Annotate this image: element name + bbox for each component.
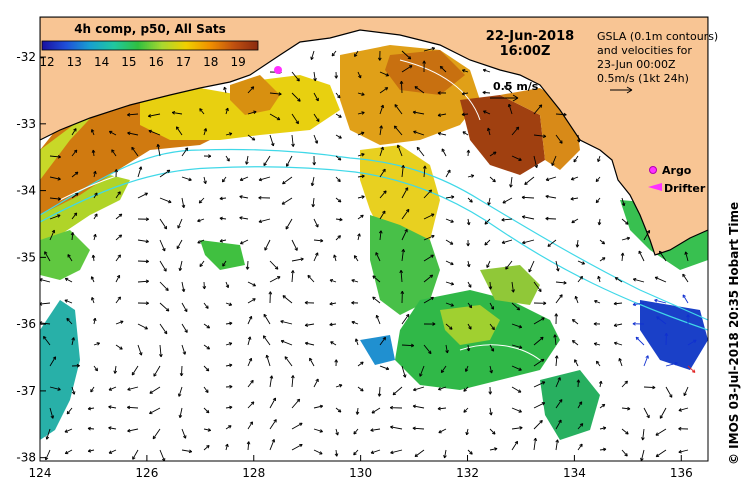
sst-west-cyan (40, 300, 80, 440)
sst-south-lime (440, 305, 500, 345)
y-tick-label: -35 (16, 250, 36, 264)
australia-coastline (40, 17, 708, 256)
map-time: 16:00Z (500, 44, 551, 59)
argo-legend-label: Argo (662, 164, 692, 177)
colorbar-tick-label: 17 (176, 55, 191, 69)
y-tick-label: -36 (16, 317, 36, 331)
plot-frame (39, 16, 709, 462)
sst-central-green (370, 215, 440, 315)
colorbar-tick-label: 13 (67, 55, 82, 69)
sst-south-lime-2 (480, 265, 540, 305)
colorbar-ticks: 12 13 14 15 16 17 18 19 (39, 55, 245, 69)
drifter-legend-label: Drifter (664, 182, 706, 195)
x-tick-label: 136 (670, 466, 693, 480)
colorbar-tick-label: 18 (203, 55, 218, 69)
x-tick-label: 130 (349, 466, 372, 480)
sst-west-green (40, 230, 90, 280)
drifter-legend-icon (648, 183, 662, 191)
colorbar-tick-label: 12 (39, 55, 54, 69)
velocity-arrows (40, 46, 697, 461)
sst-southeast-green (540, 370, 600, 440)
y-tick-label: -34 (16, 184, 36, 198)
sst-central-orange (230, 75, 280, 115)
sst-west-coast-band (40, 108, 100, 180)
x-tick-label: 124 (29, 466, 52, 480)
x-tick-label: 134 (563, 466, 586, 480)
velocity-scale-arrowhead (512, 94, 519, 102)
gsla-note-line-2: and velocities for (597, 44, 692, 57)
argo-legend-icon (649, 166, 657, 174)
gsla-contour-3 (459, 344, 541, 361)
y-tick-label: -33 (16, 117, 36, 131)
isobath-contour-1 (40, 148, 708, 321)
sst-southeast-brown (460, 95, 545, 175)
gsla-note-line-4: 0.5m/s (1kt 24h) (597, 72, 689, 85)
map-title: 4h comp, p50, All Sats (74, 22, 226, 36)
colorbar-tick-label: 15 (121, 55, 136, 69)
sst-patches (40, 45, 708, 440)
colorbar-tick-label: 14 (94, 55, 109, 69)
gsla-contour-2 (399, 59, 481, 121)
colorbar-tick-label: 16 (149, 55, 164, 69)
velocity-reference-arrowhead-note (626, 86, 633, 94)
x-tick-label: 126 (135, 466, 158, 480)
imos-credit: © IMOS 03-Jul-2018 20:35 Hobart Time (727, 202, 741, 465)
colorbar (41, 40, 259, 51)
gsla-note-line-3: 23-Jun 00:00Z (597, 58, 676, 71)
velocity-scale-label: 0.5 m/s (493, 80, 539, 93)
x-axis: 124 126 128 130 132 134 136 (29, 455, 693, 480)
y-axis: -32 -33 -34 -35 -36 -37 -38 (16, 50, 46, 465)
sst-scatter-2 (360, 335, 395, 365)
map-date: 22-Jun-2018 (486, 29, 574, 44)
y-tick-label: -38 (16, 451, 36, 465)
gsla-note-line-1: GSLA (0.1m contours) (597, 30, 718, 43)
x-tick-label: 132 (456, 466, 479, 480)
y-tick-label: -37 (16, 384, 36, 398)
x-tick-label: 128 (242, 466, 265, 480)
sst-scatter-1 (200, 240, 245, 270)
y-tick-label: -32 (16, 50, 36, 64)
isobath-contour-2 (40, 166, 708, 331)
argo-float-marker (274, 66, 282, 74)
colorbar-tick-label: 19 (230, 55, 245, 69)
sst-west-mid (40, 175, 130, 240)
